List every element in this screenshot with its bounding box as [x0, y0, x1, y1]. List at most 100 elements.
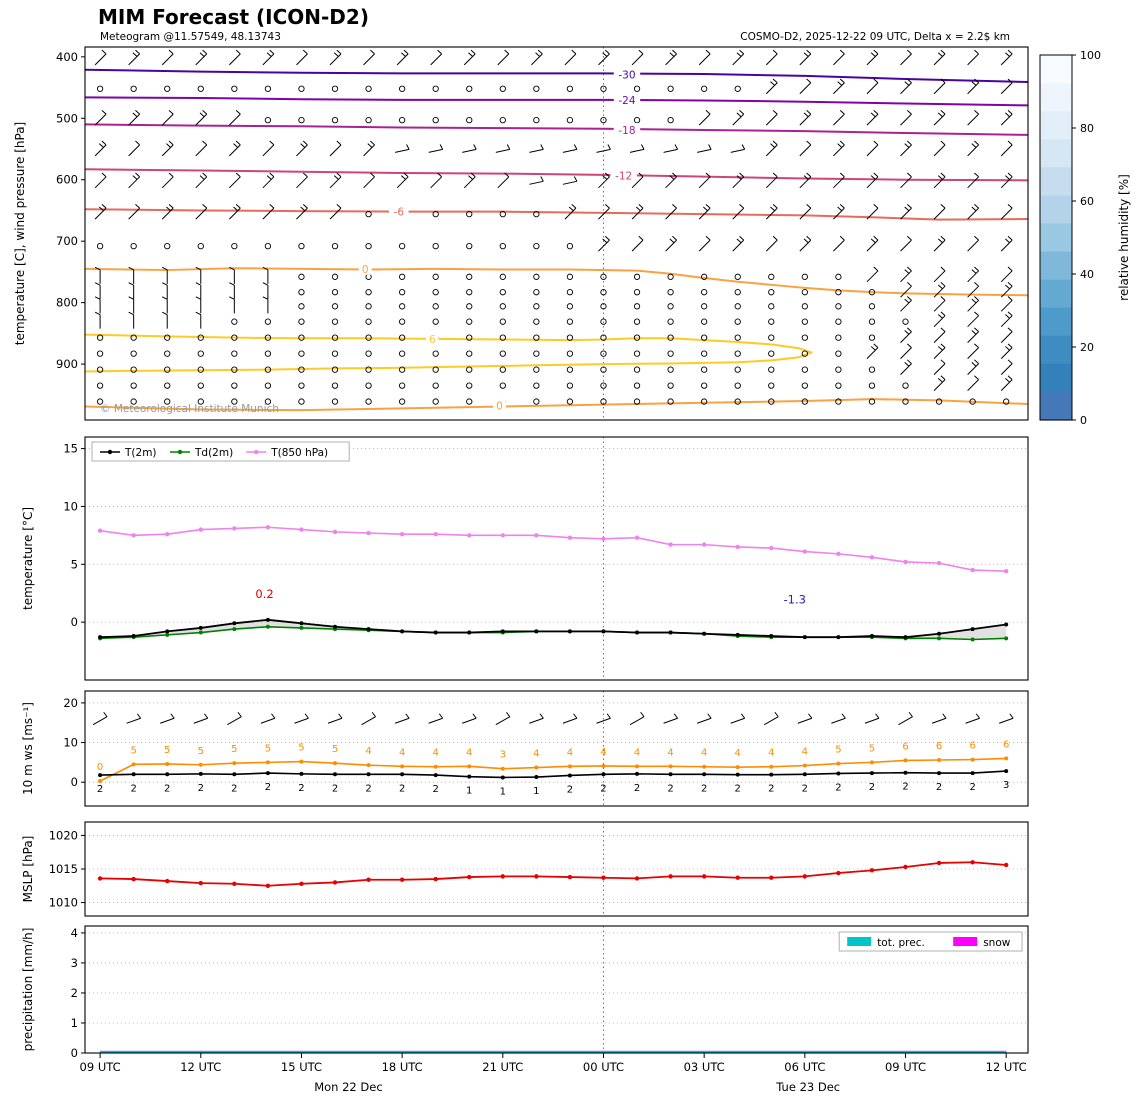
t850-marker: [936, 560, 942, 566]
gust-wind-marker: [869, 760, 874, 765]
calm-wind-icon: [667, 116, 674, 124]
gust-wind-value-label: 4: [399, 747, 405, 758]
calm-wind-icon: [600, 303, 607, 310]
mean-wind-value-label: 1: [533, 786, 539, 797]
calm-wind-icon: [298, 116, 305, 124]
calm-wind-icon: [130, 382, 137, 389]
calm-wind-icon: [835, 303, 842, 310]
wind-barb-icon: [665, 235, 677, 252]
mean-wind-marker: [769, 772, 774, 777]
t850-marker: [97, 528, 103, 533]
wind-barb-icon: [933, 109, 946, 126]
calm-wind-icon: [667, 334, 674, 341]
td2m-marker: [937, 636, 942, 641]
wind-barb-icon: [833, 109, 845, 126]
calm-wind-icon: [164, 398, 171, 405]
y-tick-label: 20: [63, 696, 78, 710]
calm-wind-icon: [566, 382, 574, 389]
t850-marker: [1003, 569, 1009, 574]
wind-barb-icon: [732, 49, 745, 66]
calm-wind-icon: [734, 273, 741, 280]
t2m-marker: [702, 631, 707, 636]
calm-wind-icon: [466, 398, 473, 405]
calm-wind-icon: [633, 273, 641, 280]
wind-barb-icon: [765, 78, 778, 95]
calm-wind-icon: [633, 289, 641, 296]
calm-wind-icon: [566, 350, 574, 357]
mean-wind-value-label: 2: [198, 783, 204, 794]
wind-barb-icon: [967, 311, 979, 328]
wind-barb-icon: [833, 172, 845, 189]
wind-barb-icon: [598, 203, 610, 220]
legend-frame: [91, 441, 350, 462]
wind-barb-icon: [228, 140, 241, 157]
wind-barb-icon: [195, 282, 202, 300]
wind-barb-icon: [866, 49, 879, 66]
calm-wind-icon: [331, 289, 339, 296]
calm-wind-icon: [298, 318, 305, 325]
t850-marker: [668, 542, 673, 547]
wind-barb-icon: [900, 282, 912, 298]
calm-wind-icon: [197, 350, 204, 357]
calm-wind-icon: [667, 289, 674, 296]
t2m-marker: [131, 634, 136, 639]
gust-wind-marker: [802, 763, 807, 768]
wind-barb-icon: [833, 235, 845, 252]
calm-wind-icon: [331, 398, 339, 405]
wind-barb-icon: [967, 375, 979, 391]
wind-barb-icon: [967, 235, 979, 252]
mean-wind-marker: [131, 772, 136, 777]
calm-wind-icon: [801, 398, 808, 405]
legend-marker: [254, 449, 259, 455]
contour-label-bg: [493, 398, 506, 412]
mean-wind-marker: [937, 771, 942, 776]
calm-wind-icon: [398, 273, 406, 280]
wind-barb-icon: [933, 49, 946, 66]
wind-barb-icon: [128, 266, 135, 284]
wind-barb-icon: [866, 235, 879, 252]
wind-barb-icon: [1000, 49, 1013, 66]
mean-wind-value-label: 2: [634, 783, 640, 794]
mean-wind-value-label: 2: [768, 784, 774, 795]
calm-wind-icon: [264, 366, 272, 373]
calm-wind-icon: [499, 85, 506, 92]
gust-wind-value-label: 5: [332, 744, 338, 755]
mslp-marker: [701, 874, 707, 879]
wind-barb-icon: [94, 140, 107, 157]
y-tick-label: 900: [56, 357, 78, 371]
calm-wind-icon: [264, 85, 272, 92]
calm-wind-icon: [935, 398, 943, 405]
wind-barb-icon: [799, 78, 812, 95]
surface-wind-barb-icon: [898, 711, 913, 726]
surface-wind-barb-icon: [160, 713, 175, 724]
t2m-marker: [400, 629, 405, 634]
gust-wind-marker: [769, 764, 774, 769]
t850-marker: [769, 545, 774, 551]
calm-wind-icon: [298, 289, 305, 296]
mean-wind-marker: [400, 772, 405, 777]
gust-wind-value-label: 5: [835, 745, 841, 756]
calm-wind-icon: [734, 398, 741, 405]
mean-wind-marker: [970, 771, 975, 776]
mslp-marker: [265, 883, 271, 888]
gust-wind-marker: [333, 761, 338, 766]
calm-wind-icon: [533, 242, 540, 250]
legend-marker: [177, 449, 183, 455]
precip-legend-swatch: [847, 937, 872, 946]
wind-barb-icon: [195, 266, 202, 284]
y-tick-label: 400: [56, 50, 78, 64]
calm-wind-icon: [566, 116, 574, 124]
colorbar-segment: [1040, 223, 1072, 253]
temp-contour-6: [84, 333, 813, 373]
wind-barb-icon: [900, 343, 912, 359]
y-tick-label: 800: [56, 296, 78, 310]
colorbar-segment: [1040, 335, 1072, 365]
wind-barb-icon: [765, 49, 778, 66]
wind-barb-icon: [698, 49, 711, 66]
calm-wind-icon: [264, 318, 272, 325]
mean-wind-marker: [635, 771, 640, 776]
mean-wind-value-label: 2: [365, 783, 371, 794]
wind-barb-icon: [495, 144, 511, 153]
calm-wind-icon: [331, 116, 339, 124]
calm-wind-icon: [835, 289, 842, 296]
